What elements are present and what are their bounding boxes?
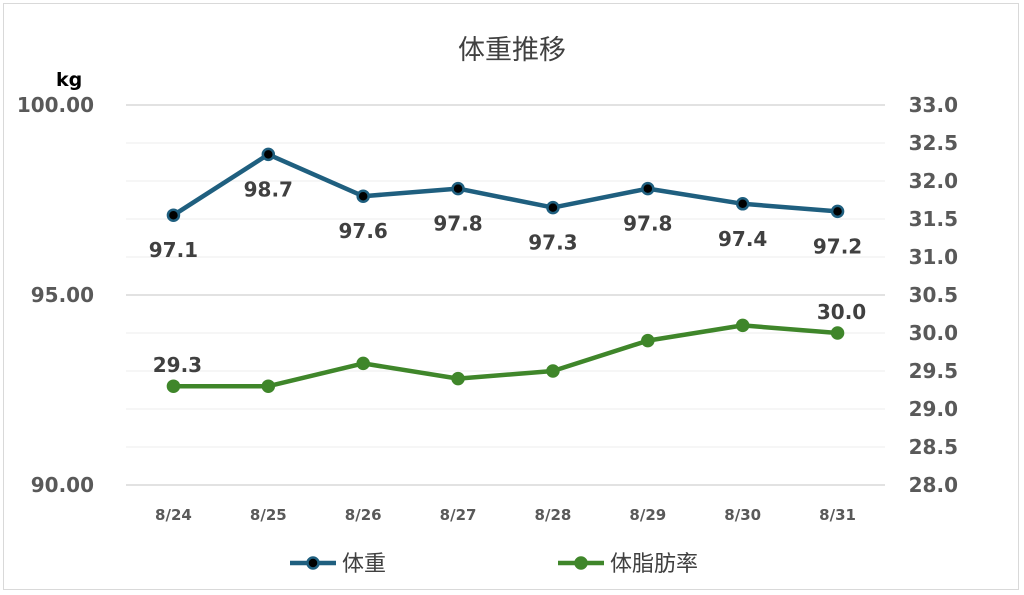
data-point [735,197,750,211]
y-right-tick-labels: 33.0 32.5 32.0 31.5 31.0 30.5 30.0 29.5 29.0 28.5… [909,93,958,497]
data-label: 97.4 [718,227,767,251]
series-body-fat: 29.3 30.0 [153,300,866,393]
y-right-tick-label: 31.5 [909,207,958,231]
legend-label: 体重 [342,552,386,577]
data-label: 97.8 [433,212,482,236]
x-tick-label: 8/28 [535,506,572,524]
y-left-tick-label: 100.00 [17,93,94,117]
data-point [830,326,845,340]
data-point [546,364,560,378]
data-point [451,181,465,196]
data-label: 29.3 [153,353,202,377]
x-tick-label: 8/29 [629,506,666,524]
data-point [166,379,181,393]
y-right-tick-label: 32.0 [909,169,958,193]
data-point [451,371,465,386]
x-tick-label: 8/27 [440,506,477,524]
y-right-tick-label: 29.5 [909,359,958,383]
x-tick-label: 8/31 [819,506,856,524]
data-point [641,333,655,348]
y-left-unit-label: kg [56,69,82,91]
data-label: 97.1 [149,238,198,262]
gridlines [126,104,885,486]
data-label: 98.7 [244,177,293,201]
legend-marker [574,556,588,570]
y-right-tick-label: 28.5 [909,435,958,459]
series-layer: 97.1 98.7 97.6 97.8 97.3 97.8 97.4 97.2 29.3 30.0 [149,147,866,393]
y-left-tick-label: 90.00 [31,473,94,497]
data-label: 97.2 [813,234,862,258]
series-line [171,152,840,218]
chart-frame [3,3,1019,590]
x-tick-label: 8/30 [724,506,761,524]
y-left-tick-labels: 100.00 95.00 90.00 [17,93,94,497]
data-point [356,189,370,203]
data-point [261,379,276,393]
chart-title: 体重推移 [458,35,566,66]
data-label: 30.0 [817,300,866,324]
data-point [166,208,181,222]
legend: 体重 体脂肪率 [290,552,698,577]
y-right-tick-label: 30.0 [909,321,958,345]
y-right-tick-label: 28.0 [909,473,958,497]
data-point [641,181,655,196]
y-left-tick-label: 95.00 [31,283,94,307]
x-tick-labels: 8/24 8/25 8/26 8/27 8/28 8/29 8/30 8/31 [155,506,856,524]
y-right-tick-label: 29.0 [909,397,958,421]
legend-item: 体重 [290,552,386,577]
series-weight: 97.1 98.7 97.6 97.8 97.3 97.8 97.4 97.2 [149,147,862,262]
data-point [261,147,276,162]
y-right-tick-label: 30.5 [909,283,958,307]
x-tick-label: 8/24 [155,506,192,524]
y-right-tick-label: 33.0 [909,93,958,117]
legend-label: 体脂肪率 [610,552,698,577]
data-point [830,204,845,219]
x-tick-label: 8/25 [250,506,287,524]
legend-marker [306,556,320,570]
data-label: 97.6 [339,219,388,243]
y-right-tick-label: 32.5 [909,131,958,155]
x-tick-label: 8/26 [345,506,382,524]
data-label: 97.8 [623,212,672,236]
series-line [171,323,840,389]
data-point [735,318,750,333]
data-point [356,356,370,371]
data-point [546,200,560,215]
data-label: 97.3 [528,231,577,255]
legend-item: 体脂肪率 [558,552,698,577]
y-right-tick-label: 31.0 [909,245,958,269]
